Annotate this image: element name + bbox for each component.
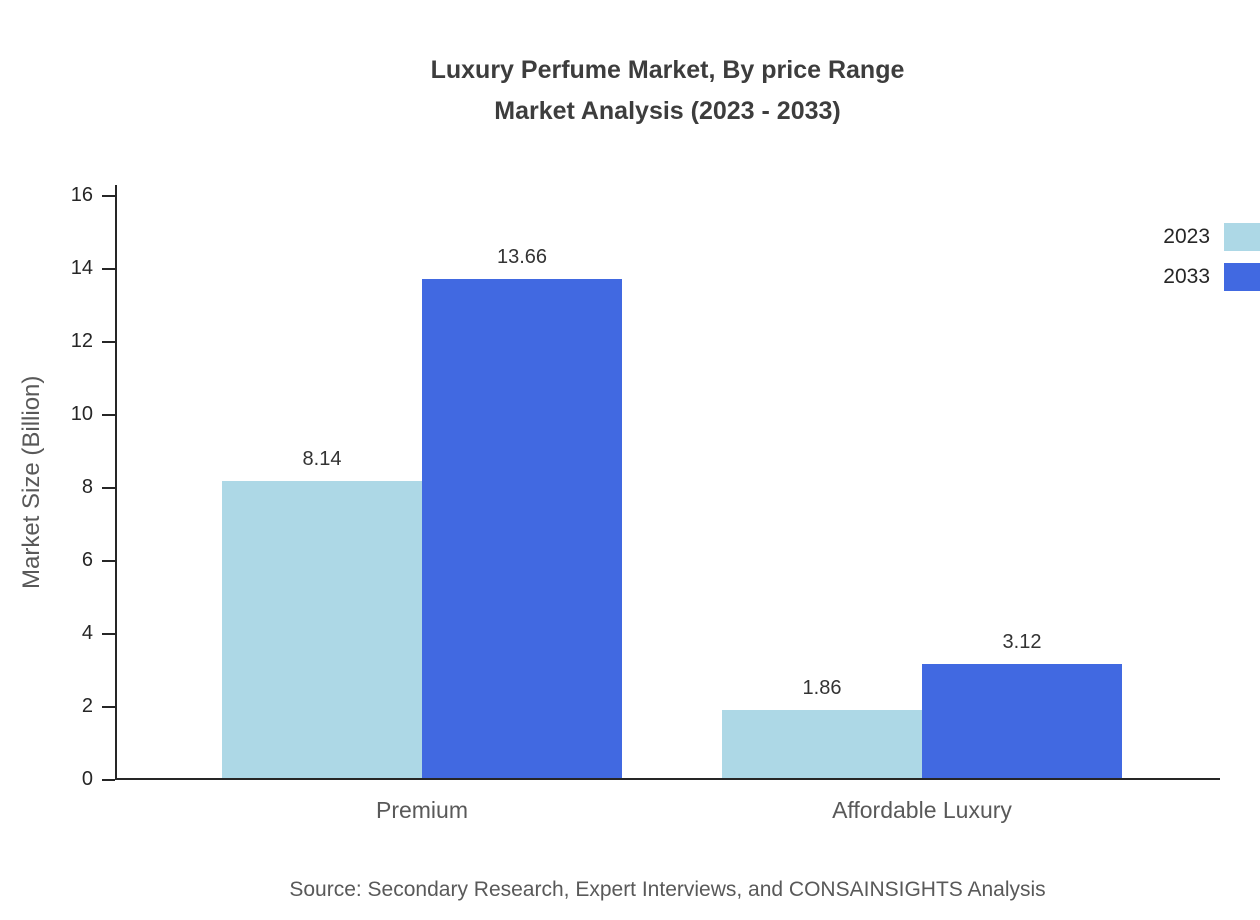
y-tick-label: 4 (81, 622, 93, 644)
legend-swatch (1224, 263, 1260, 291)
y-tick-label: 2 (81, 695, 93, 717)
y-tick-label: 6 (81, 549, 93, 571)
bar-value-label: 3.12 (1002, 631, 1042, 654)
y-tick-label: 16 (70, 184, 93, 206)
y-tick-mark (102, 195, 115, 197)
legend: 2023 2033 (1163, 217, 1260, 297)
y-tick-mark (102, 633, 115, 635)
chart-title-block: Luxury Perfume Market, By price Range Ma… (75, 50, 1260, 131)
bar-2033-affordable-luxury (922, 664, 1122, 778)
y-tick-mark (102, 779, 115, 781)
y-tick-label: 0 (81, 768, 93, 790)
bar-2023-premium (222, 480, 422, 778)
y-tick-mark (102, 487, 115, 489)
legend-item: 2033 (1163, 257, 1260, 297)
legend-item: 2023 (1163, 217, 1260, 257)
y-tick-mark (102, 560, 115, 562)
y-tick-label: 12 (70, 330, 93, 352)
source-note: Source: Secondary Research, Expert Inter… (289, 878, 1046, 901)
legend-label: 2023 (1163, 225, 1210, 248)
plot-area: 0 2 4 6 8 10 12 14 16 8.14 13.66 Premium 1.86 3.12 Aff… (71, 184, 1220, 823)
y-tick-mark (102, 341, 115, 343)
y-tick-mark (102, 706, 115, 708)
x-category-label: Premium (375, 797, 468, 823)
chart-subtitle: Market Analysis (2023 - 2033) (494, 96, 841, 125)
bar-value-label: 1.86 (802, 677, 842, 700)
bar-2023-affordable-luxury (722, 710, 922, 778)
y-tick-label: 14 (70, 257, 93, 279)
x-category-label: Affordable Luxury (832, 797, 1012, 823)
bar-value-label: 13.66 (496, 246, 548, 269)
chart-title: Luxury Perfume Market, By price Range (430, 56, 905, 84)
bar-2033-premium (422, 279, 622, 778)
y-tick-label: 10 (70, 403, 93, 425)
legend-swatch (1224, 223, 1260, 251)
y-tick-label: 8 (81, 476, 93, 498)
legend-label: 2033 (1163, 265, 1210, 288)
bar-value-label: 8.14 (302, 447, 342, 470)
y-tick-mark (102, 268, 115, 270)
y-tick-mark (102, 414, 115, 416)
